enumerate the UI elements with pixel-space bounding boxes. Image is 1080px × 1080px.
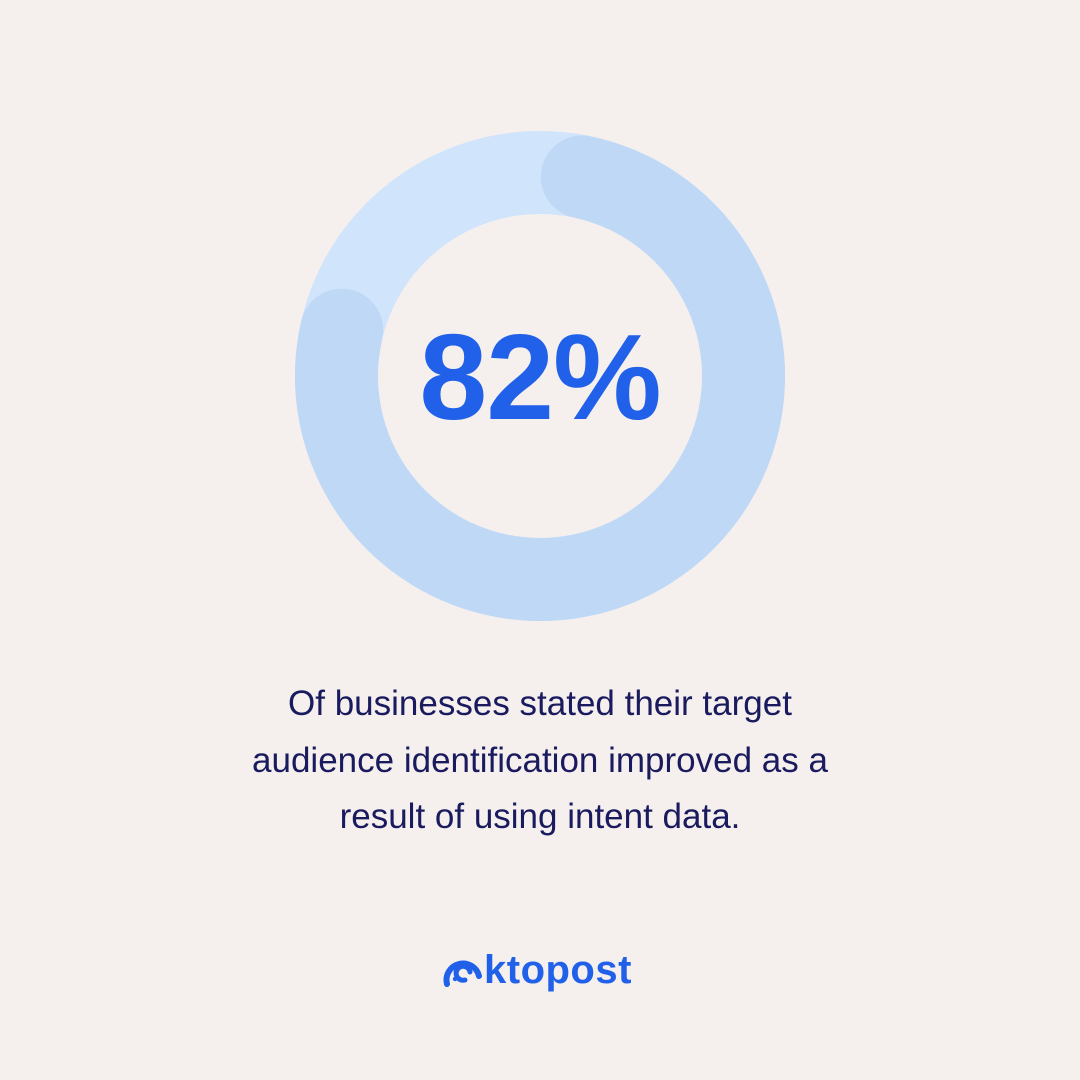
brand-wordmark: ktopost bbox=[484, 948, 632, 992]
caption-line: audience identification improved as a bbox=[252, 740, 828, 780]
caption-line: result of using intent data. bbox=[339, 797, 741, 836]
octopus-spiral-icon bbox=[443, 960, 482, 987]
oktopost-logo: ktopost bbox=[443, 948, 632, 992]
caption-line: Of businesses stated their target bbox=[288, 684, 792, 723]
caption: Of businesses stated their target audien… bbox=[140, 676, 940, 846]
donut-progress-arc bbox=[295, 135, 785, 621]
percentage-label: 82% bbox=[419, 309, 661, 445]
donut-chart bbox=[295, 131, 785, 621]
